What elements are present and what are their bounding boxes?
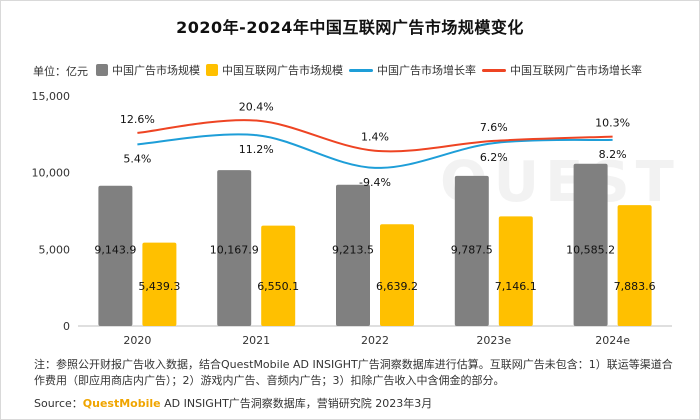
bar bbox=[98, 185, 133, 326]
legend-label-ad-growth: 中国广告市场增长率 bbox=[377, 64, 476, 77]
legend-label-ad-market: 中国广告市场规模 bbox=[112, 64, 200, 77]
bar bbox=[573, 163, 608, 326]
legend-item-internet-ad-market: 中国互联网广告市场规模 bbox=[206, 62, 343, 78]
growth-value-label: -9.4% bbox=[359, 176, 391, 189]
bar-value-label: 7,883.6 bbox=[614, 280, 656, 293]
bar bbox=[454, 175, 489, 326]
y-tick-label: 5,000 bbox=[39, 243, 71, 256]
bar bbox=[617, 205, 652, 326]
x-tick-label: 2021 bbox=[242, 334, 270, 347]
legend-swatch-internet-ad-market bbox=[206, 64, 218, 76]
bar-value-label: 9,143.9 bbox=[94, 243, 136, 256]
legend-swatch-ad-market bbox=[96, 64, 108, 76]
y-tick-label: 0 bbox=[63, 320, 70, 333]
legend-item-ad-growth: 中国广告市场增长率 bbox=[349, 62, 476, 78]
x-tick-label: 2020 bbox=[123, 334, 151, 347]
legend-swatch-ad-growth bbox=[349, 68, 373, 72]
legend-swatch-internet-ad-growth bbox=[482, 68, 506, 72]
x-tick-label: 2023e bbox=[476, 334, 511, 347]
unit-label: 单位：亿元 bbox=[33, 65, 88, 78]
bar-value-label: 10,585.2 bbox=[566, 243, 615, 256]
bar bbox=[261, 225, 296, 326]
growth-value-label: 10.3% bbox=[595, 117, 630, 130]
growth-value-label: 5.4% bbox=[123, 152, 151, 165]
growth-line bbox=[137, 119, 613, 153]
bar bbox=[380, 224, 414, 326]
growth-value-label: 11.2% bbox=[239, 143, 274, 156]
growth-line bbox=[137, 133, 613, 169]
bar-value-label: 10,167.9 bbox=[210, 243, 259, 256]
growth-value-label: 20.4% bbox=[239, 101, 274, 114]
bar-value-label: 7,146.1 bbox=[495, 280, 537, 293]
bar-value-label: 5,439.3 bbox=[138, 280, 180, 293]
growth-value-label: 12.6% bbox=[120, 113, 155, 126]
growth-value-label: 7.6% bbox=[480, 121, 508, 134]
bar bbox=[142, 242, 177, 326]
bar-value-label: 9,213.5 bbox=[332, 243, 374, 256]
x-tick-label: 2022 bbox=[361, 334, 389, 347]
legend-item-ad-market: 中国广告市场规模 bbox=[96, 62, 200, 78]
legend: 中国广告市场规模 中国互联网广告市场规模 中国广告市场增长率 中国互联网广告市场… bbox=[96, 62, 648, 78]
legend-label-internet-ad-market: 中国互联网广告市场规模 bbox=[222, 64, 343, 77]
y-tick-label: 10,000 bbox=[32, 167, 71, 180]
bar bbox=[336, 184, 370, 326]
source-prefix: Source： bbox=[34, 397, 83, 410]
bar-value-label: 6,639.2 bbox=[376, 280, 418, 293]
legend-item-internet-ad-growth: 中国互联网广告市场增长率 bbox=[482, 62, 642, 78]
growth-value-label: 1.4% bbox=[361, 131, 389, 144]
bar bbox=[498, 216, 533, 326]
growth-value-label: 6.2% bbox=[480, 151, 508, 164]
legend-label-internet-ad-growth: 中国互联网广告市场增长率 bbox=[510, 64, 642, 77]
bar bbox=[217, 170, 252, 326]
chart-title: 2020年-2024年中国互联网广告市场规模变化 bbox=[176, 18, 524, 37]
y-tick-label: 15,000 bbox=[32, 90, 71, 103]
growth-value-label: 8.2% bbox=[599, 148, 627, 161]
source-line: Source：QuestMobile AD INSIGHT广告洞察数据库，营销研… bbox=[34, 395, 432, 411]
bar-value-label: 6,550.1 bbox=[257, 280, 299, 293]
x-tick-label: 2024e bbox=[595, 334, 630, 347]
bar-value-label: 9,787.5 bbox=[451, 243, 493, 256]
footnote: 注：参照公开财报广告收入数据，结合QuestMobile AD INSIGHT广… bbox=[34, 358, 673, 387]
source-rest: AD INSIGHT广告洞察数据库，营销研究院 2023年3月 bbox=[160, 397, 433, 410]
source-brand: QuestMobile bbox=[82, 397, 161, 410]
